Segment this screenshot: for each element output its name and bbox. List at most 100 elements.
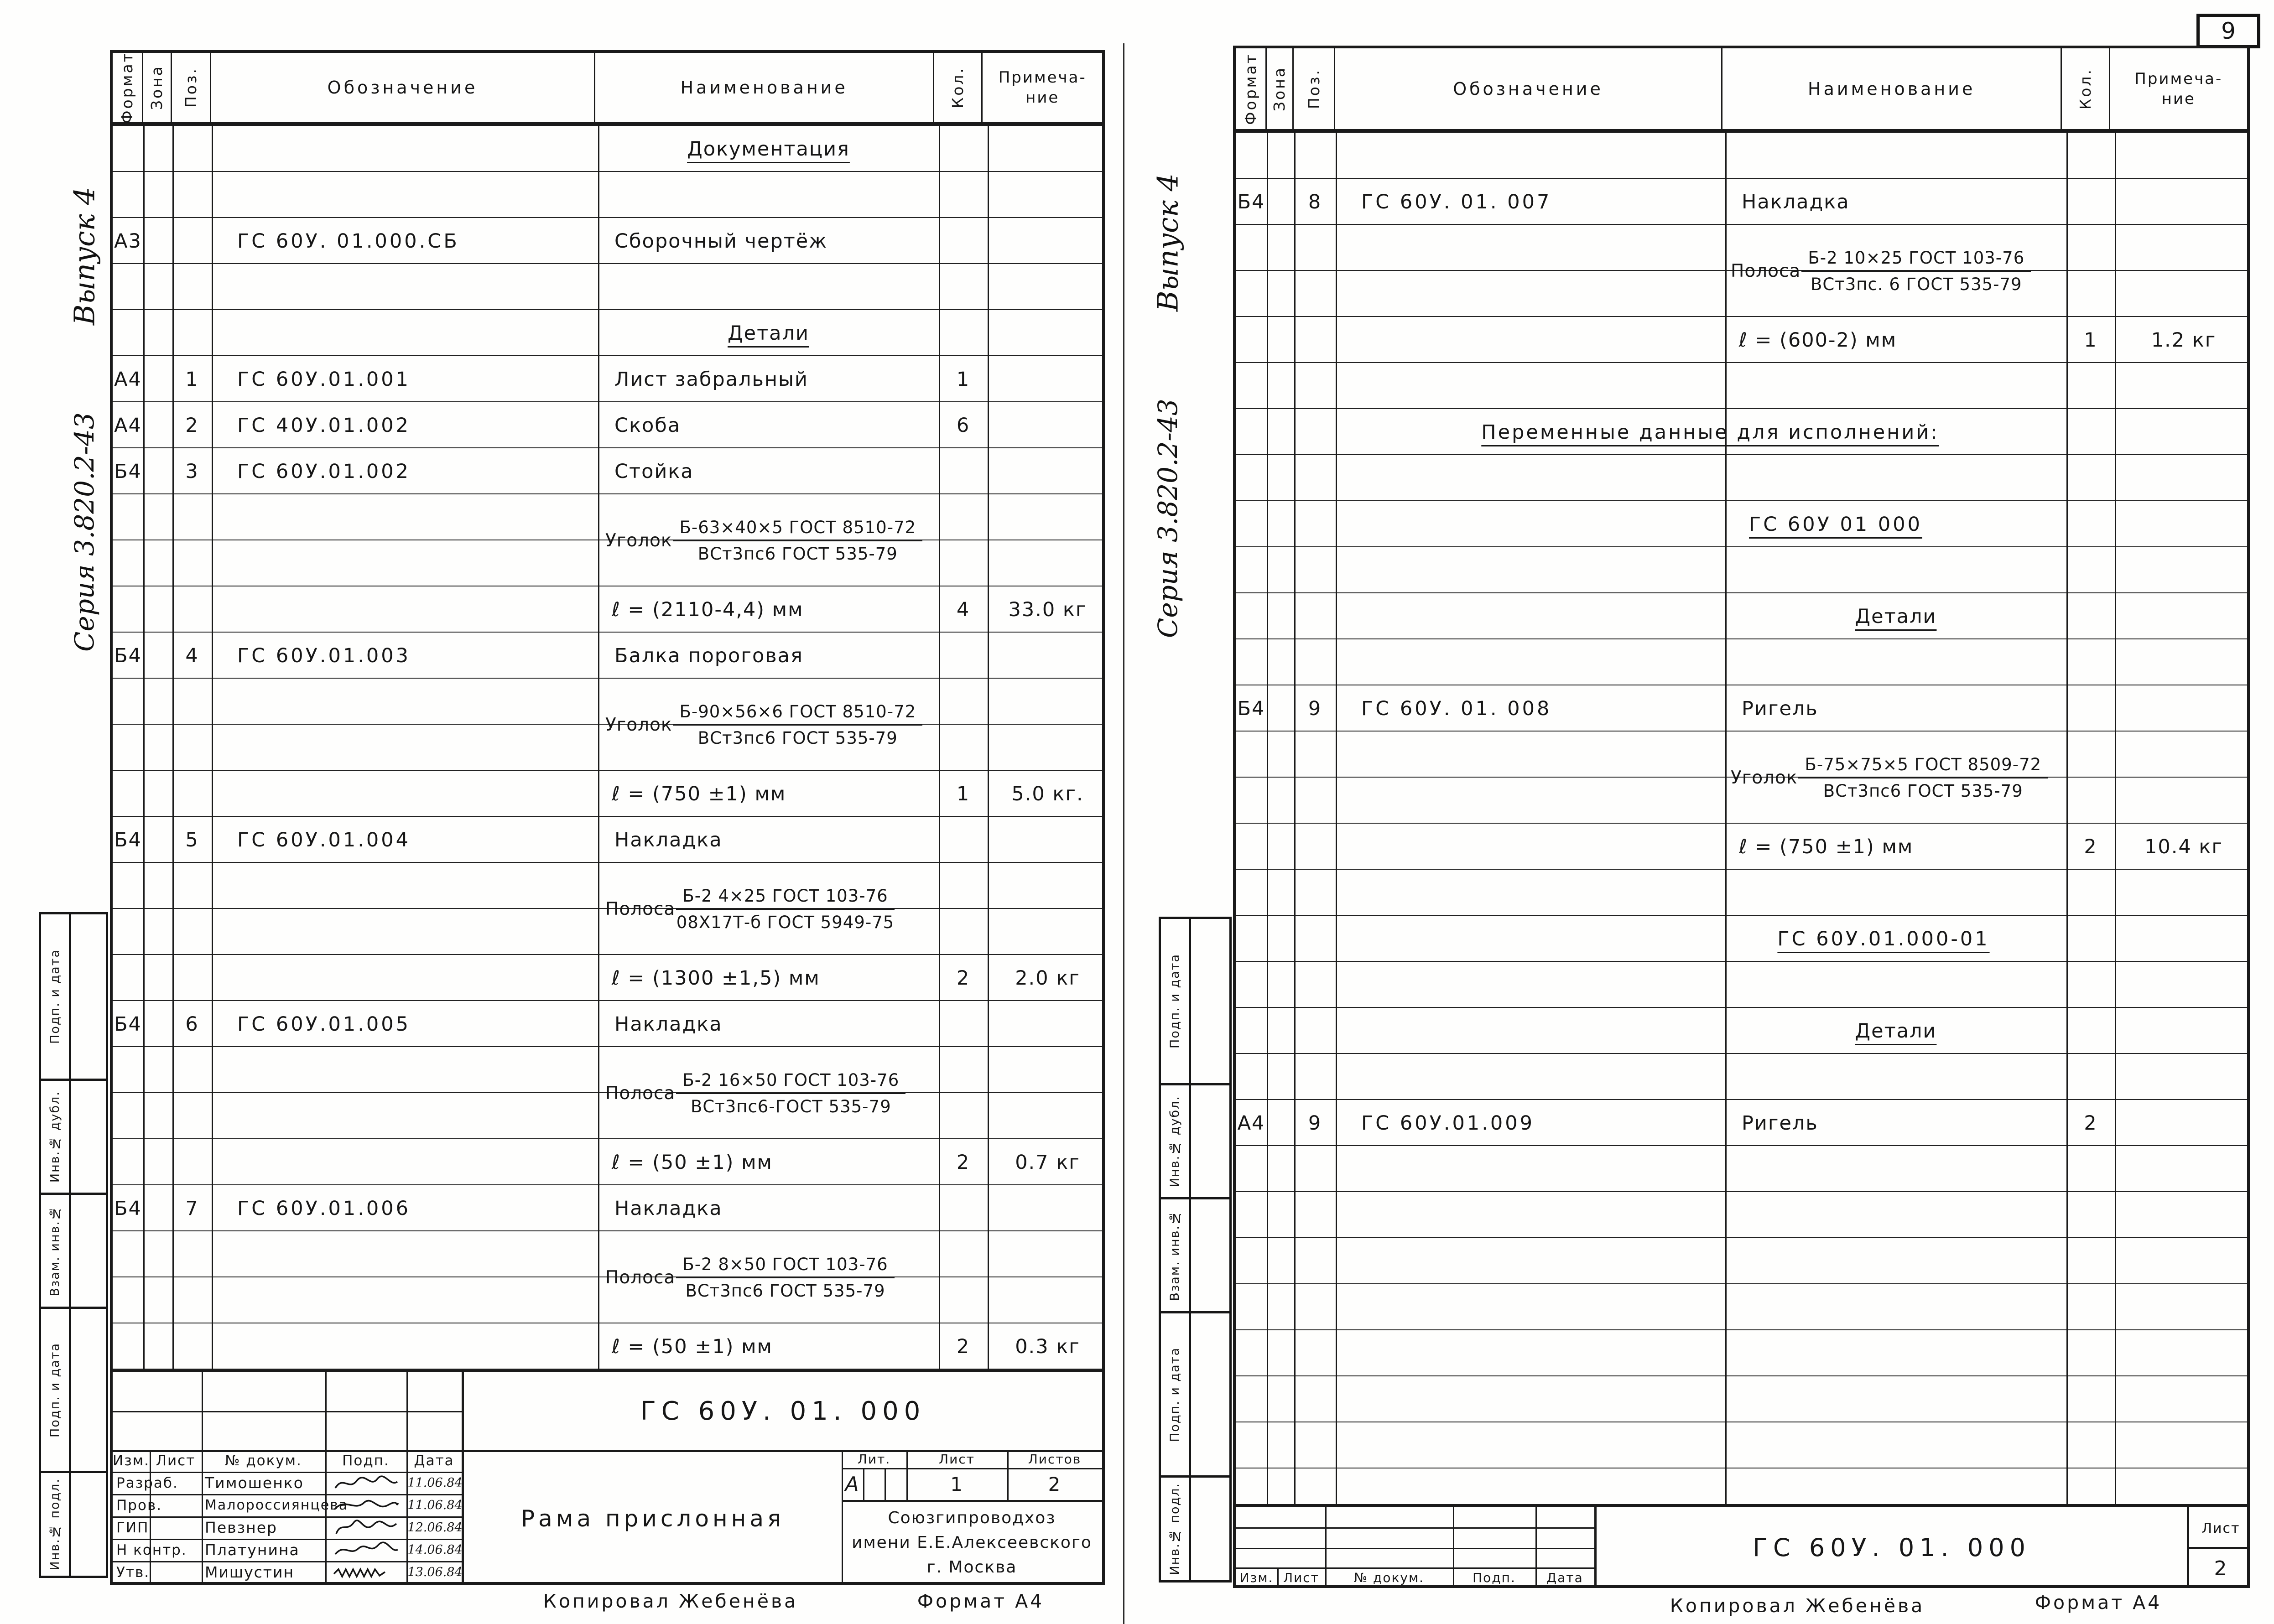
signature-icon	[327, 1539, 405, 1561]
sign-role: Утв.	[116, 1564, 150, 1581]
qty-value: 4	[956, 598, 970, 621]
designation: ГС 60У.01.002	[237, 460, 411, 483]
pos-value: 6	[185, 1012, 199, 1036]
section-heading: Детали	[1855, 1019, 1937, 1043]
length-spec: ℓ = (1300 ±1,5) мм	[612, 966, 820, 990]
copied-by-note: Копировал Жебенёва	[543, 1590, 798, 1612]
sign-role: Разраб.	[116, 1474, 178, 1491]
item-name: Лист забральный	[614, 368, 808, 391]
profile-type: Уголок	[605, 530, 672, 551]
stamp-box: Инв.№ дубл.	[41, 1079, 106, 1193]
material-spec: Уголок Б-90×56×6 ГОСТ 8510-72 ВСт3пс6 ГОС…	[605, 679, 923, 771]
table-body: Документация А3 ГС 60У. 01.000.СБ Сбороч…	[113, 126, 1102, 1370]
steel-grade-gost: ВСт3пс6-ГОСТ 535-79	[690, 1096, 891, 1116]
designation: ГС 60У.01.004	[237, 828, 411, 851]
tb-col-izm: Изм.	[113, 1453, 150, 1469]
designation: ГС 60У.01.006	[237, 1197, 411, 1220]
weight-note: 5.0 кг.	[1011, 782, 1084, 805]
tb-col-doc: № докум.	[1353, 1570, 1425, 1585]
stamp-box: Взам. инв.№	[41, 1193, 106, 1307]
document-number: ГС 60У. 01. 000	[640, 1396, 926, 1426]
profile-size-gost: Б-2 16×50 ГОСТ 103-76	[676, 1070, 906, 1094]
col-header-designation: Обозначение	[327, 78, 478, 98]
designation: ГС 60У.01.003	[237, 644, 411, 667]
stamp-label: Подп. и дата	[48, 949, 62, 1044]
profile-size-gost: Б-75×75×5 ГОСТ 8509-72	[1798, 755, 2048, 778]
org-line2: имени Е.Е.Алексеевского	[852, 1533, 1092, 1552]
length-spec: ℓ = (750 ±1) мм	[612, 782, 786, 805]
pos-value: 3	[185, 460, 199, 483]
steel-grade-gost: ВСт3пс. 6 ГОСТ 535-79	[1810, 274, 2022, 294]
lit-value: А	[845, 1472, 860, 1496]
tb-col-data: Дата	[1546, 1570, 1583, 1585]
stamp-box: Инв.№ дубл.	[1161, 1083, 1229, 1197]
qty-value: 2	[956, 1335, 970, 1358]
format-note: Формат А4	[2035, 1592, 2162, 1614]
length-spec: ℓ = (600-2) мм	[1739, 328, 1897, 352]
item-name: Накладка	[614, 1197, 723, 1220]
material-spec: Полоса Б-2 8×50 ГОСТ 103-76 ВСт3пс6 ГОСТ …	[605, 1231, 895, 1323]
sheet-value: 1	[950, 1473, 963, 1495]
stamp-label: Взам. инв.№	[1168, 1209, 1182, 1301]
title-block-continuation: Изм. Лист № докум. Подп. Дата ГС 60У. 01…	[1236, 1504, 2247, 1585]
item-name: Ригель	[1742, 697, 1818, 720]
profile-size-gost: Б-90×56×6 ГОСТ 8510-72	[673, 702, 923, 726]
variable-data-heading: Переменные данные для исполнений:	[1481, 420, 1939, 444]
sign-name: Малороссиянцева	[205, 1497, 349, 1513]
col-header-zone: Зона	[148, 65, 166, 110]
format-value: А4	[114, 368, 142, 391]
pos-value: 1	[185, 368, 199, 391]
stamp-box: Подп. и дата	[41, 1307, 106, 1471]
tb-col-doc: № докум.	[225, 1453, 302, 1469]
sign-name: Тимошенко	[205, 1474, 304, 1492]
table-body: Б4 8 ГС 60У. 01. 007 Накладка Полоса Б-2…	[1236, 133, 2247, 1504]
pos-value: 8	[1308, 190, 1322, 213]
lit-header: Лит.	[857, 1451, 891, 1467]
signature-icon	[327, 1494, 405, 1516]
sign-date: 14.06.84	[407, 1543, 463, 1557]
tb-col-izm: Изм.	[1239, 1570, 1274, 1585]
steel-grade-gost: 08Х17Т-б ГОСТ 5949-75	[676, 912, 895, 932]
steel-grade-gost: ВСт3пс6 ГОСТ 535-79	[697, 544, 898, 564]
sign-date: 11.06.84	[407, 1476, 463, 1490]
designation: ГС 40У.01.002	[237, 414, 411, 437]
copied-by-note: Копировал Жебенёва	[1670, 1595, 1925, 1617]
spec-table-2: Формат Зона Поз. Обозначение Наименовани…	[1233, 46, 2250, 1588]
stamp-label: Подп. и дата	[1168, 954, 1182, 1048]
sign-name: Платунина	[205, 1541, 300, 1559]
sheet-value: 2	[2214, 1557, 2228, 1580]
tb-col-list: Лист	[1283, 1570, 1319, 1585]
format-value: Б4	[114, 644, 142, 667]
sign-name: Певзнер	[205, 1519, 277, 1536]
execution-doc-ref: ГС 60У 01 000	[1749, 513, 1922, 536]
designation: ГС 60У. 01. 007	[1361, 190, 1552, 213]
sheets-value: 2	[1048, 1473, 1062, 1495]
stamp-label: Инв.№ подл.	[1168, 1483, 1182, 1575]
section-heading: Детали	[728, 322, 809, 345]
margin-note-series: Серия 3.820.2-43	[69, 412, 100, 652]
format-value: Б4	[114, 460, 142, 483]
col-header-pos: Поз.	[182, 67, 200, 108]
stamp-label: Инв.№ дубл.	[48, 1090, 62, 1183]
profile-size-gost: Б-63×40×5 ГОСТ 8510-72	[673, 518, 923, 541]
sign-date: 12.06.84	[407, 1520, 463, 1535]
spec-sheet-page-1: Выпуск 4 Серия 3.820.2-43 Подп. и дата И…	[30, 48, 1113, 1624]
stamp-box: Взам. инв.№	[1161, 1197, 1229, 1311]
margin-stamp-column: Подп. и дата Инв.№ дубл. Взам. инв.№ Под…	[39, 912, 108, 1578]
tb-col-data: Дата	[414, 1453, 454, 1469]
col-header-pos: Поз.	[1305, 68, 1323, 109]
margin-note-issue: Выпуск 4	[68, 187, 101, 325]
signature-icon	[327, 1472, 405, 1494]
margin-stamp-column: Подп. и дата Инв.№ дубл. Взам. инв.№ Под…	[1159, 917, 1232, 1582]
steel-grade-gost: ВСт3пс6 ГОСТ 535-79	[1823, 781, 2023, 801]
signature-icon	[327, 1516, 405, 1539]
section-heading: Документация	[687, 137, 850, 161]
sheets-header: Листов	[1028, 1451, 1082, 1467]
pos-value: 4	[185, 644, 199, 667]
stamp-box: Подп. и дата	[1161, 919, 1229, 1083]
qty-value: 6	[956, 414, 970, 437]
designation: ГС 60У. 01. 008	[1361, 697, 1552, 720]
format-value: Б4	[114, 1012, 142, 1036]
col-header-note: Примеча-	[998, 68, 1087, 87]
weight-note: 2.0 кг	[1015, 966, 1080, 990]
